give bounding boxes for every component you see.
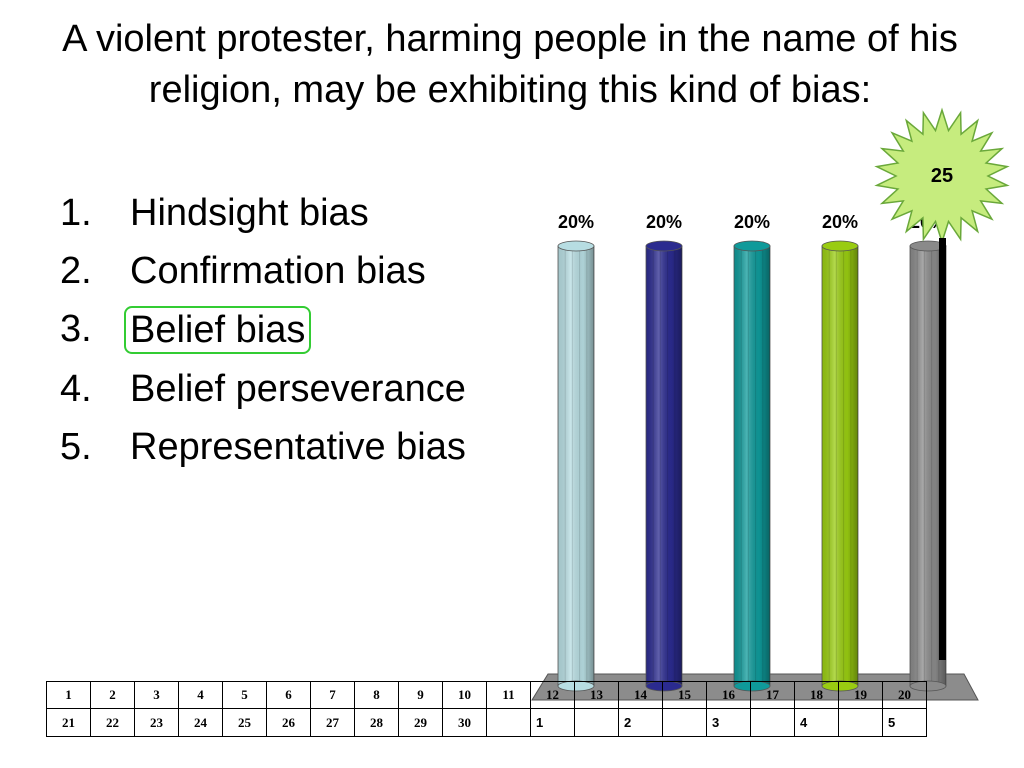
bar-shading	[646, 246, 682, 686]
timer-value: 25	[931, 165, 953, 187]
response-grid-row: 21 22 23 24 25 26 27 28 29 30 1 2 3 4 5	[46, 708, 927, 737]
answer-text: Confirmation bias	[130, 250, 426, 292]
response-grid-cell: 15	[662, 681, 707, 709]
response-grid-cell: 30	[442, 708, 487, 737]
response-grid-cell: 10	[442, 681, 487, 709]
answer-text: Representative bias	[130, 426, 466, 468]
question-title: A violent protester, harming people in t…	[62, 18, 958, 111]
response-grid-cell: 1	[530, 708, 575, 737]
answer-number: 1.	[60, 192, 92, 234]
bar-3	[733, 240, 771, 692]
bar-cap	[821, 240, 859, 252]
answer-option-1[interactable]: 1. Hindsight bias	[60, 190, 500, 236]
bar-cap	[645, 240, 683, 252]
bar-shading	[822, 246, 858, 686]
response-grid-cell: 12	[530, 681, 575, 709]
response-grid-cell: 3	[134, 681, 179, 709]
data-label-4: 20%	[822, 212, 858, 232]
response-grid-cell: 21	[46, 708, 91, 737]
response-grid-cell: 17	[750, 681, 795, 709]
response-grid-cell: 5	[882, 708, 927, 737]
bars-group	[557, 240, 947, 692]
data-label-1: 20%	[558, 212, 594, 232]
data-label-2: 20%	[646, 212, 682, 232]
countdown-timer: 25	[874, 107, 1010, 245]
response-grid-cell: 19	[838, 681, 883, 709]
answer-list: 1. Hindsight bias 2. Confirmation bias 3…	[60, 190, 500, 482]
response-grid-cell: 18	[794, 681, 839, 709]
answer-number: 4.	[60, 368, 92, 410]
response-grid-cell: 24	[178, 708, 223, 737]
response-grid-cell: 13	[574, 681, 619, 709]
response-grid-cell: 3	[706, 708, 751, 737]
response-grid-cell: 5	[222, 681, 267, 709]
response-grid-cell: 6	[266, 681, 311, 709]
answer-option-4[interactable]: 4. Belief perseverance	[60, 366, 500, 412]
bar-4	[821, 240, 859, 692]
response-grid-cell: 28	[354, 708, 399, 737]
data-labels-group: 20%20%20%20%20%	[558, 212, 946, 232]
response-grid-cell: 14	[618, 681, 663, 709]
response-grid-cell	[662, 708, 707, 737]
response-grid-cell: 2	[90, 681, 135, 709]
response-grid-cell: 27	[310, 708, 355, 737]
response-grid-cell: 16	[706, 681, 751, 709]
answer-number: 2.	[60, 250, 92, 292]
bar-cap	[733, 240, 771, 252]
response-grid-cell: 29	[398, 708, 443, 737]
bar-2	[645, 240, 683, 692]
response-grid-cell: 26	[266, 708, 311, 737]
response-grid-row: 1 2 3 4 5 6 7 8 9 10 11 12 13 14 15 16 17 18 19 20	[46, 681, 927, 709]
answer-number: 3.	[60, 308, 92, 350]
bar-cap	[557, 240, 595, 252]
response-grid-cell: 20	[882, 681, 927, 709]
answer-text: Hindsight bias	[130, 192, 369, 234]
response-grid-cell	[750, 708, 795, 737]
response-grid-cell: 9	[398, 681, 443, 709]
response-grid-cell: 1	[46, 681, 91, 709]
correct-answer-highlight: Belief bias	[124, 306, 500, 354]
response-grid-cell	[574, 708, 619, 737]
bar-shading	[558, 246, 594, 686]
response-grid-cell: 22	[90, 708, 135, 737]
response-grid-cell: 4	[178, 681, 223, 709]
timer-progress-bar	[939, 238, 946, 660]
data-label-3: 20%	[734, 212, 770, 232]
response-grid-cell: 25	[222, 708, 267, 737]
answer-option-2[interactable]: 2. Confirmation bias	[60, 248, 500, 294]
response-grid-cell: 11	[486, 681, 531, 709]
response-grid-cell: 7	[310, 681, 355, 709]
response-grid-cell: 23	[134, 708, 179, 737]
bar-shading	[734, 246, 770, 686]
answer-option-5[interactable]: 5. Representative bias	[60, 424, 500, 470]
response-grid-cell: 8	[354, 681, 399, 709]
response-grid-cell: 2	[618, 708, 663, 737]
answer-number: 5.	[60, 426, 92, 468]
response-grid-cell: 4	[794, 708, 839, 737]
bar-1	[557, 240, 595, 692]
response-grid-cell	[838, 708, 883, 737]
answer-option-3[interactable]: 3. Belief bias	[60, 306, 500, 354]
answer-text: Belief perseverance	[130, 368, 466, 410]
response-grid-cell	[486, 708, 531, 737]
response-grid: 1 2 3 4 5 6 7 8 9 10 11 12 13 14 15 16 17 18 19 20 21 22 23 24…	[46, 681, 927, 737]
